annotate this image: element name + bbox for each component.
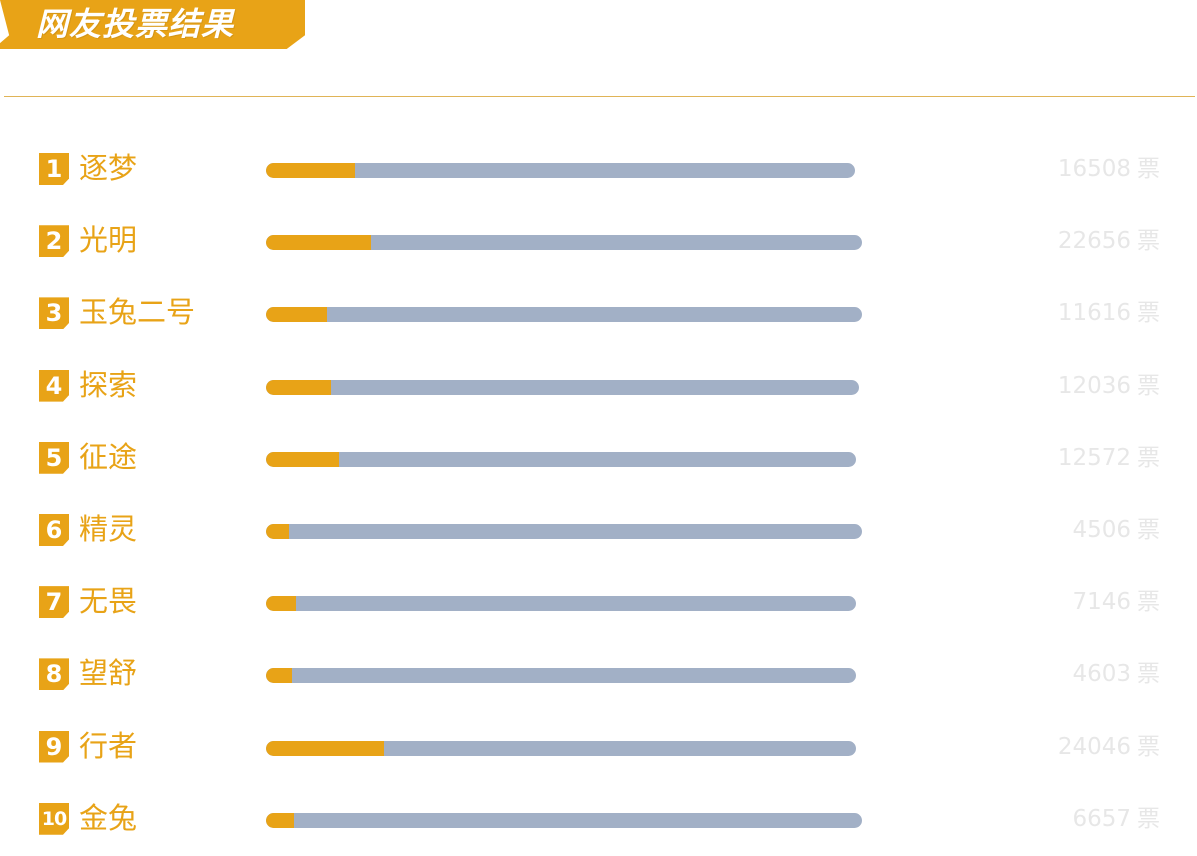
vote-unit: 票 bbox=[1137, 733, 1160, 760]
candidate-name: 金兔 bbox=[79, 800, 138, 835]
vote-count: 11616 票 bbox=[1058, 296, 1160, 330]
vote-row: 8 望舒 4603 票 bbox=[0, 639, 1197, 711]
bar-fill bbox=[266, 379, 331, 395]
bar-fill bbox=[266, 740, 384, 756]
vote-unit: 票 bbox=[1137, 516, 1160, 543]
candidate-name: 光明 bbox=[79, 223, 138, 258]
candidate-name: 逐梦 bbox=[79, 151, 138, 185]
candidate-name: 无畏 bbox=[79, 584, 138, 619]
bar-fill bbox=[266, 451, 340, 467]
vote-number: 4603 bbox=[1072, 661, 1131, 688]
vote-row: 7 无畏 7146 票 bbox=[0, 567, 1197, 639]
vote-count: 6657 票 bbox=[1072, 802, 1160, 836]
page-title: 网友投票结果 bbox=[36, 5, 235, 43]
vote-unit: 票 bbox=[1137, 805, 1160, 832]
bar-track bbox=[266, 379, 859, 395]
rank-badge: 9 bbox=[39, 730, 69, 763]
vote-row: 5 征途 12572 票 bbox=[0, 423, 1197, 495]
vote-results-list: 1 逐梦 16508 票 2 光明 22656 票 3 玉兔二号 11616 票 4 探索 12036 票 5 征… bbox=[0, 134, 1197, 856]
vote-row: 9 行者 24046 票 bbox=[0, 712, 1197, 784]
bar-track bbox=[266, 307, 862, 323]
vote-row: 1 逐梦 16508 票 bbox=[0, 134, 1197, 206]
vote-number: 7146 bbox=[1072, 589, 1131, 616]
candidate-name: 玉兔二号 bbox=[79, 295, 196, 330]
vote-count: 7146 票 bbox=[1072, 585, 1160, 619]
vote-number: 6657 bbox=[1072, 805, 1131, 832]
vote-unit: 票 bbox=[1137, 156, 1160, 182]
title-banner bbox=[0, 0, 305, 49]
vote-row: 3 玉兔二号 11616 票 bbox=[0, 278, 1197, 350]
vote-number: 11616 bbox=[1057, 300, 1131, 327]
vote-count: 24046 票 bbox=[1058, 730, 1160, 764]
vote-unit: 票 bbox=[1137, 661, 1160, 688]
rank-badge: 3 bbox=[39, 297, 69, 330]
vote-unit: 票 bbox=[1137, 300, 1160, 327]
bar-fill bbox=[266, 596, 297, 612]
vote-count: 4603 票 bbox=[1072, 657, 1160, 691]
candidate-name: 望舒 bbox=[79, 656, 138, 691]
vote-number: 12572 bbox=[1057, 444, 1131, 471]
bar-track bbox=[266, 812, 862, 828]
bar-track bbox=[266, 163, 855, 178]
vote-row: 4 探索 12036 票 bbox=[0, 351, 1197, 423]
rank-badge: 7 bbox=[39, 586, 69, 619]
vote-count: 22656 票 bbox=[1058, 224, 1160, 258]
vote-unit: 票 bbox=[1137, 228, 1160, 255]
header-divider bbox=[4, 96, 1195, 97]
vote-number: 22656 bbox=[1057, 228, 1131, 255]
vote-number: 16508 bbox=[1057, 156, 1131, 182]
bar-fill bbox=[266, 812, 294, 828]
vote-number: 12036 bbox=[1057, 372, 1131, 399]
vote-row: 2 光明 22656 票 bbox=[0, 206, 1197, 278]
vote-count: 16508 票 bbox=[1058, 152, 1160, 186]
vote-unit: 票 bbox=[1137, 372, 1160, 399]
rank-badge: 2 bbox=[39, 225, 69, 258]
rank-badge: 5 bbox=[39, 441, 69, 474]
bar-track bbox=[266, 740, 856, 756]
rank-badge: 4 bbox=[39, 369, 69, 402]
candidate-name: 行者 bbox=[79, 728, 138, 763]
candidate-name: 精灵 bbox=[79, 511, 138, 546]
rank-badge: 1 bbox=[39, 153, 69, 185]
bar-fill bbox=[266, 235, 372, 251]
vote-count: 12036 票 bbox=[1058, 369, 1160, 403]
vote-unit: 票 bbox=[1137, 444, 1160, 471]
vote-number: 24046 bbox=[1057, 733, 1131, 760]
rank-badge: 10 bbox=[39, 802, 69, 835]
bar-track bbox=[266, 668, 856, 684]
candidate-name: 探索 bbox=[79, 367, 138, 402]
rank-badge: 8 bbox=[39, 658, 69, 691]
vote-number: 4506 bbox=[1072, 516, 1131, 543]
bar-track bbox=[266, 235, 862, 251]
bar-track bbox=[266, 523, 862, 539]
vote-count: 12572 票 bbox=[1058, 441, 1160, 475]
vote-unit: 票 bbox=[1137, 589, 1160, 616]
vote-count: 4506 票 bbox=[1072, 513, 1160, 547]
bar-fill bbox=[266, 307, 327, 323]
vote-row: 10 金兔 6657 票 bbox=[0, 784, 1197, 856]
rank-badge: 6 bbox=[39, 513, 69, 546]
bar-track bbox=[266, 596, 856, 612]
candidate-name: 征途 bbox=[79, 439, 138, 474]
bar-fill bbox=[266, 163, 355, 178]
bar-fill bbox=[266, 523, 289, 539]
bar-track bbox=[266, 451, 856, 467]
bar-fill bbox=[266, 668, 292, 684]
vote-row: 6 精灵 4506 票 bbox=[0, 495, 1197, 567]
